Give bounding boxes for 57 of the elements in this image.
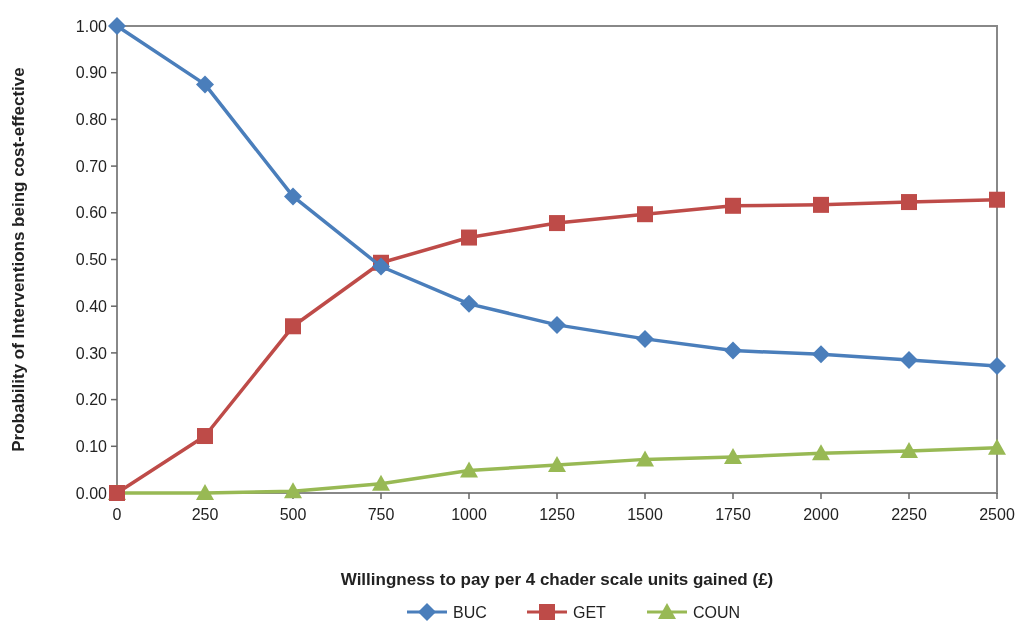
x-tick-label: 2500 (979, 506, 1015, 523)
point (812, 345, 830, 364)
legend-label: GET (573, 603, 607, 621)
point (724, 341, 742, 360)
x-tick-label: 0 (112, 506, 122, 523)
y-tick-label: 0.90 (75, 64, 108, 82)
legend-label: COUN (693, 603, 741, 621)
y-tick-label: 0.80 (75, 111, 108, 128)
y-tick-label: 0.40 (75, 297, 108, 315)
point (901, 194, 917, 211)
point (900, 350, 918, 369)
point (197, 428, 213, 445)
y-tick-label: 0.20 (75, 391, 108, 409)
point (637, 206, 653, 223)
y-axis-title: Probability of Interventions being cost-effective (9, 67, 28, 452)
x-tick-label: 750 (367, 506, 395, 523)
point (725, 197, 741, 214)
point (724, 448, 742, 465)
point (460, 461, 478, 478)
y-tick-label: 0.10 (75, 437, 108, 455)
x-tick-label: 2250 (891, 506, 927, 523)
x-tick-label: 1000 (451, 506, 487, 523)
point (636, 329, 654, 348)
x-tick-label: 1750 (715, 506, 751, 523)
point (813, 196, 829, 213)
point (636, 450, 654, 467)
point (900, 441, 918, 458)
x-tick-label: 250 (191, 506, 219, 523)
point (284, 187, 302, 206)
y-tick-label: 1.00 (75, 17, 108, 35)
x-tick-label: 1500 (627, 506, 663, 523)
point (812, 444, 830, 461)
point (988, 356, 1006, 375)
point (372, 474, 390, 491)
point (196, 484, 214, 500)
point (285, 318, 301, 335)
point (284, 482, 302, 499)
y-tick-label: 0.70 (75, 157, 108, 175)
x-tick-label: 500 (279, 506, 307, 523)
y-tick-label: 0.00 (75, 484, 108, 502)
point (988, 438, 1006, 455)
x-tick-label: 2000 (803, 506, 839, 523)
y-tick-label: 0.50 (75, 251, 108, 269)
point (548, 455, 566, 472)
point (196, 75, 214, 94)
legend-label: BUC (453, 603, 487, 621)
point (548, 315, 566, 334)
point (989, 191, 1005, 208)
point (461, 229, 477, 246)
point (549, 215, 565, 232)
point (372, 257, 390, 276)
y-tick-label: 0.30 (75, 344, 108, 362)
point (460, 294, 478, 313)
x-tick-label: 1250 (539, 506, 575, 523)
x-axis-title: Willingness to pay per 4 chader scale units gained (£) (340, 570, 774, 589)
point (108, 17, 126, 35)
y-tick-label: 0.60 (75, 204, 108, 222)
